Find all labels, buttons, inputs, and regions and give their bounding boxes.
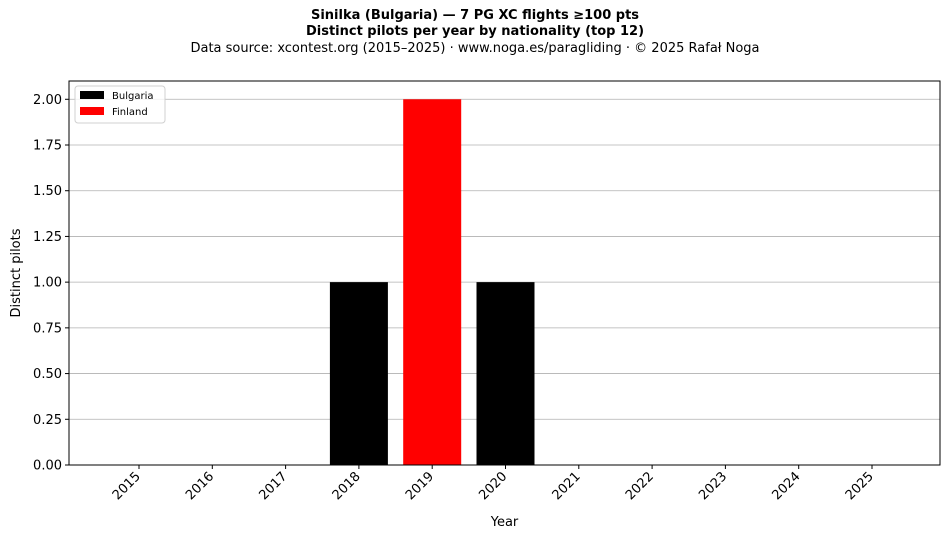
y-tick-label: 0.75 xyxy=(33,321,62,336)
x-tick-label: 2015 xyxy=(110,469,144,503)
y-tick-label: 2.00 xyxy=(33,93,62,108)
chart-subtitle: Distinct pilots per year by nationality … xyxy=(305,24,645,39)
bars xyxy=(329,99,535,466)
x-axis-label: Year xyxy=(490,515,519,530)
y-tick-label: 0.50 xyxy=(33,367,62,382)
x-tick-label: 2023 xyxy=(696,469,730,503)
x-tick-label: 2024 xyxy=(770,469,804,503)
y-tick-label: 1.75 xyxy=(33,139,62,154)
plot-frame xyxy=(68,80,941,466)
legend: Bulgaria Finland xyxy=(74,85,166,124)
y-axis-ticks: 0.00 0.25 0.50 0.75 1.00 1.25 1.50 1.75 2.00 xyxy=(33,93,69,474)
x-tick-label: 2021 xyxy=(550,469,584,503)
bar-bulgaria-2018 xyxy=(329,282,388,465)
x-tick-label: 2020 xyxy=(476,469,510,503)
x-tick-label: 2016 xyxy=(183,469,217,503)
y-tick-label: 1.00 xyxy=(33,276,62,291)
legend-swatch-bulgaria xyxy=(80,91,104,99)
bar-bulgaria-2020 xyxy=(476,282,535,465)
x-tick-label: 2017 xyxy=(256,469,290,503)
y-tick-label: 1.50 xyxy=(33,184,62,199)
y-tick-label: 1.25 xyxy=(33,230,62,245)
x-tick-label: 2022 xyxy=(623,469,657,503)
legend-label-finland: Finland xyxy=(112,107,148,118)
chart-title-block: Sinilka (Bulgaria) — 7 PG XC flights ≥10… xyxy=(0,8,950,58)
x-tick-label: 2025 xyxy=(843,469,877,503)
y-tick-label: 0.00 xyxy=(33,459,62,474)
legend-swatch-finland xyxy=(80,107,104,115)
y-tick-label: 0.25 xyxy=(33,413,62,428)
legend-label-bulgaria: Bulgaria xyxy=(112,91,153,102)
chart-title: Sinilka (Bulgaria) — 7 PG XC flights ≥10… xyxy=(310,8,640,23)
bar-finland-2019 xyxy=(403,99,462,466)
x-tick-label: 2019 xyxy=(403,469,437,503)
data-source-note: Data source: xcontest.org (2015–2025) · … xyxy=(190,41,760,56)
x-axis-ticks: 2015 2016 2017 2018 2019 2020 2021 2022 2023 2024… xyxy=(110,465,877,503)
y-axis-label: Distinct pilots xyxy=(9,228,24,317)
x-tick-label: 2018 xyxy=(330,469,364,503)
